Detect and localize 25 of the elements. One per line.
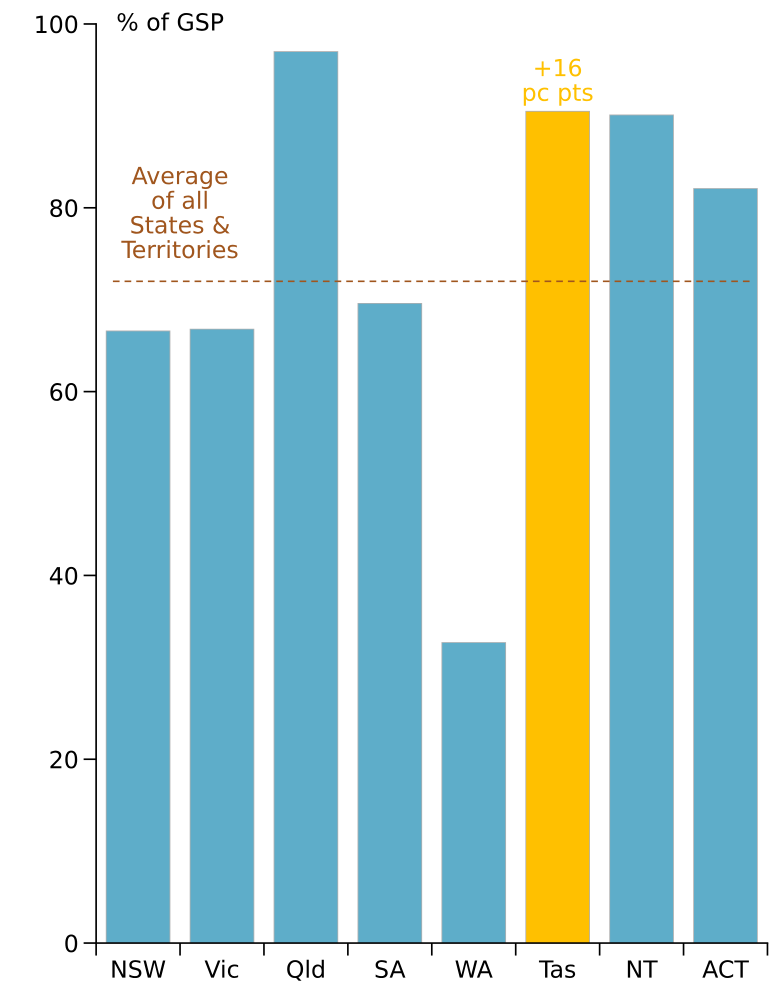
x-tick-label: NT bbox=[628, 960, 658, 978]
y-tick-label: 40 bbox=[50, 566, 78, 585]
y-tick-label: 20 bbox=[50, 750, 78, 769]
x-tick-label: SA bbox=[376, 960, 406, 978]
x-tick-label: Tas bbox=[538, 960, 576, 978]
bar bbox=[693, 188, 758, 944]
bar bbox=[190, 328, 254, 944]
x-tick-label: NSW bbox=[112, 960, 166, 978]
bar bbox=[441, 642, 506, 944]
annotation: +16 pc pts bbox=[524, 58, 593, 106]
bar bbox=[274, 51, 338, 944]
y-tick-label: 100 bbox=[36, 15, 78, 34]
bar bbox=[358, 302, 422, 944]
x-tick-label: ACT bbox=[702, 960, 749, 978]
y-tick-label: 60 bbox=[50, 383, 78, 401]
x-tick-label: Qld bbox=[287, 960, 324, 981]
bar bbox=[106, 330, 170, 944]
y-axis-title: % of GSP bbox=[118, 12, 224, 31]
x-tick-label: WA bbox=[455, 960, 493, 978]
bar bbox=[525, 110, 590, 944]
y-tick-label: 0 bbox=[65, 934, 78, 952]
x-tick-label: Vic bbox=[204, 960, 238, 978]
bar bbox=[609, 114, 674, 944]
ref-line-label: Average of all States & Territories bbox=[121, 166, 238, 258]
y-tick-label: 80 bbox=[50, 199, 78, 218]
